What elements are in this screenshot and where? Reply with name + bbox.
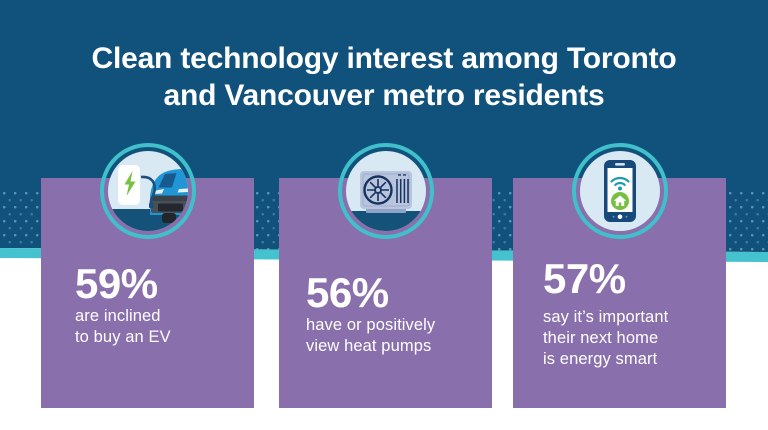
stat-content: 57% say it’s important their next home i… bbox=[513, 255, 714, 370]
title-line-1: Clean technology interest among Toronto bbox=[91, 42, 677, 75]
stat-content: 56% have or positively view heat pumps bbox=[279, 269, 480, 357]
stat-card-energy-smart: 57% say it’s important their next home i… bbox=[513, 143, 726, 408]
stat-content: 59% are inclined to buy an EV bbox=[41, 260, 242, 348]
stat-description: are inclined to buy an EV bbox=[75, 307, 171, 346]
stat-description: have or positively view heat pumps bbox=[306, 316, 436, 355]
icon-disc bbox=[107, 151, 188, 231]
icon-disc bbox=[579, 151, 660, 231]
stat-icon-badge bbox=[99, 143, 196, 239]
stat-icon-badge bbox=[571, 143, 668, 239]
stat-card-ev: 59% are inclined to buy an EV bbox=[41, 143, 254, 408]
stat-percentage: 57% bbox=[543, 255, 626, 302]
infographic-title: Clean technology interest among Toronto … bbox=[0, 40, 768, 114]
stat-percentage: 56% bbox=[306, 269, 389, 316]
smart-home-phone-icon bbox=[603, 160, 636, 222]
stat-percentage: 59% bbox=[75, 260, 158, 307]
heat-pump-icon bbox=[345, 171, 426, 231]
icon-disc bbox=[345, 151, 426, 231]
stat-card-heat-pump: 56% have or positively view heat pumps bbox=[279, 143, 492, 408]
title-line-2: and Vancouver metro residents bbox=[163, 79, 605, 112]
ev-charging-icon bbox=[107, 165, 188, 231]
stat-description: say it’s important their next home is en… bbox=[543, 308, 669, 368]
stat-icon-badge bbox=[337, 143, 434, 239]
